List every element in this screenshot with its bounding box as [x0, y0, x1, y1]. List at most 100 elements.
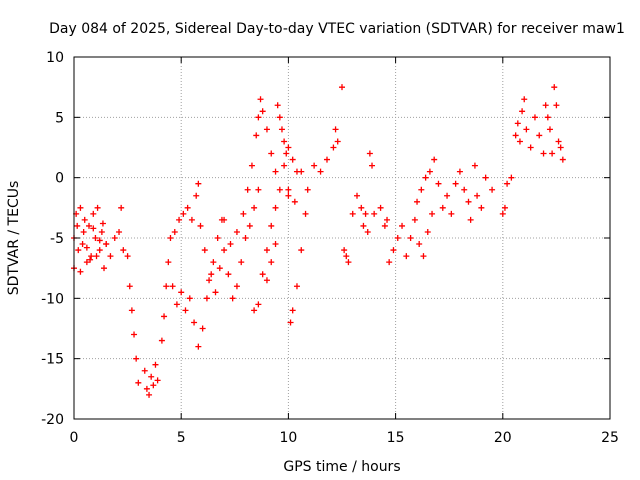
data-point-arc7	[225, 271, 232, 278]
data-point-arc6	[171, 228, 178, 235]
y-tick-label: 5	[55, 110, 64, 126]
data-point-arc8	[272, 168, 279, 175]
data-point-arc10	[283, 150, 290, 157]
data-point-arc15	[553, 102, 560, 109]
data-point-arc14	[461, 186, 468, 193]
data-point-arc2	[93, 253, 100, 260]
data-point-arc6	[184, 204, 191, 211]
data-point-arc15	[501, 204, 508, 211]
data-point-arc1	[98, 228, 105, 235]
data-point-arc1	[77, 204, 84, 211]
data-point-arc4	[143, 385, 150, 392]
data-point-arc14	[448, 210, 455, 217]
data-point-arc8	[248, 162, 255, 169]
data-point-arc14	[456, 168, 463, 175]
data-point-arc3	[133, 355, 140, 362]
data-point-arc14	[465, 198, 472, 205]
data-point-arc1	[92, 235, 99, 241]
data-point-arc15	[546, 126, 553, 133]
data-point-arc5	[165, 259, 172, 266]
data-point-arc12	[384, 216, 391, 223]
data-point-arc4	[141, 367, 148, 374]
data-point-arc3	[124, 253, 131, 260]
data-point-arc15	[499, 210, 506, 217]
data-point-arc7	[242, 235, 249, 241]
data-point-arc7	[238, 259, 245, 266]
data-point-arc8	[233, 228, 240, 235]
data-point-arc14	[474, 192, 481, 199]
data-point-arc9	[268, 222, 275, 229]
data-point-arc14	[478, 204, 485, 211]
data-point-arc15	[540, 150, 547, 157]
data-point-arc8	[255, 114, 262, 121]
data-point-arc7	[229, 295, 236, 302]
data-point-arc4	[154, 377, 161, 384]
y-tick-label: -20	[41, 412, 64, 428]
data-point-arc15	[523, 126, 530, 133]
data-point-arc9	[289, 156, 296, 163]
data-point-arc13	[386, 259, 393, 266]
data-point-arc13	[403, 253, 410, 260]
data-point-arc14	[482, 174, 489, 181]
y-tick-label: 10	[46, 50, 64, 66]
data-point-arc13	[407, 235, 414, 241]
data-point-arc14	[467, 216, 474, 223]
data-point-arc9	[255, 301, 262, 308]
data-points	[71, 84, 566, 398]
data-point-arc5	[173, 301, 180, 308]
data-point-arc1	[90, 210, 97, 217]
data-point-arc15	[559, 156, 566, 163]
data-point-arc11	[298, 168, 305, 175]
data-point-arc8	[244, 186, 251, 193]
data-point-arc13	[390, 247, 397, 254]
data-point-arc6	[176, 216, 183, 223]
data-point-arc9	[276, 186, 283, 193]
data-point-arc3	[120, 247, 127, 254]
data-point-arc5	[163, 283, 170, 290]
data-point-arc4	[148, 373, 155, 380]
data-point-arc6	[188, 216, 195, 223]
data-point-arc7	[203, 295, 210, 302]
data-point-arc15	[521, 96, 528, 103]
data-point-arc3	[128, 307, 135, 314]
data-point-arc1	[86, 222, 93, 229]
data-point-arc14	[489, 186, 496, 193]
data-point-arc12	[345, 259, 352, 266]
data-point-arc14	[452, 180, 459, 187]
data-point-arc15	[536, 132, 543, 139]
data-point-arc5	[186, 295, 193, 302]
data-point-arc5	[169, 283, 176, 290]
y-tick-label: -15	[41, 352, 64, 368]
data-point-arc15	[551, 84, 558, 91]
data-point-arc6	[206, 277, 213, 284]
data-point-arc1	[94, 204, 101, 211]
data-point-arc7	[208, 271, 215, 278]
data-point-arc4	[146, 391, 153, 398]
tick-labels: 0 5 10 15 20 25 -20 -15 -10 -5 0 5 10	[41, 50, 619, 446]
x-tick-label: 0	[70, 430, 79, 446]
data-point-arc6	[193, 192, 200, 199]
data-point-arc5	[199, 325, 206, 332]
data-point-arc11	[332, 126, 339, 133]
data-point-arc8	[240, 210, 247, 217]
data-point-arc11	[317, 168, 324, 175]
data-point-arc15	[504, 180, 511, 187]
data-point-arc7	[212, 289, 219, 296]
data-point-arc9	[259, 271, 266, 278]
data-point-arc8	[227, 241, 234, 248]
data-point-arc9	[285, 144, 292, 151]
data-point-arc3	[111, 235, 118, 241]
data-point-arc1	[75, 247, 82, 254]
data-point-arc5	[182, 307, 189, 314]
data-point-arc3	[116, 228, 123, 235]
data-point-arc6	[210, 259, 217, 266]
data-point-arc3	[103, 241, 110, 248]
data-point-arc5	[158, 337, 165, 344]
data-point-arc6	[197, 222, 204, 229]
data-point-arc10	[287, 319, 294, 326]
data-point-arc3	[135, 379, 142, 386]
data-point-arc10	[272, 241, 279, 248]
data-point-arc12	[349, 210, 356, 217]
data-point-arc2	[87, 256, 94, 263]
data-point-arc7	[246, 222, 253, 229]
